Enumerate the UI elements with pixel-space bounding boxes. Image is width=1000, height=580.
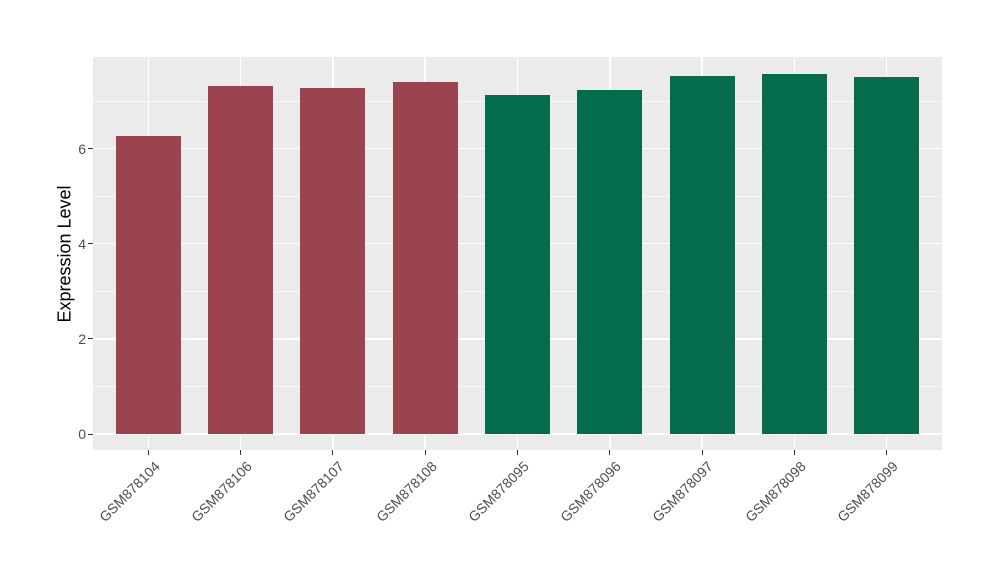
x-tick-label: GSM878095	[464, 458, 532, 525]
x-tick-mark	[793, 450, 795, 455]
x-tick-mark	[609, 450, 611, 455]
x-tick-label: GSM878104	[95, 458, 163, 525]
y-axis-title: Expression Level	[54, 185, 75, 323]
x-tick-mark	[517, 450, 518, 455]
x-tick-mark	[147, 450, 149, 455]
bar-GSM878098	[761, 74, 827, 434]
x-tick-mark	[240, 450, 242, 455]
bar-GSM878097	[669, 75, 735, 434]
y-tick-label: 0	[78, 426, 86, 442]
x-tick-mark	[886, 450, 888, 455]
y-tick-label: 6	[78, 140, 86, 157]
bar-GSM878099	[854, 76, 920, 434]
y-tick-mark	[88, 338, 93, 340]
x-tick-label: GSM878097	[649, 458, 717, 525]
bar-GSM878106	[208, 86, 274, 434]
x-tick-label: GSM878096	[557, 458, 625, 525]
x-tick-label: GSM878107	[280, 458, 348, 525]
bar-GSM878108	[392, 82, 458, 434]
bar-GSM878096	[577, 90, 643, 434]
y-tick-label: 2	[78, 330, 86, 347]
x-tick-label: GSM878106	[188, 458, 255, 525]
x-tick-label: GSM878108	[372, 458, 440, 525]
bar-GSM878095	[485, 94, 550, 434]
y-tick-mark	[88, 243, 93, 245]
bar-GSM878107	[300, 88, 366, 434]
plot-panel	[93, 57, 942, 450]
x-tick-mark	[332, 450, 334, 455]
x-tick-mark	[424, 450, 426, 455]
bar-GSM878104	[115, 135, 181, 434]
y-tick-mark	[88, 148, 93, 150]
y-tick-mark	[88, 433, 93, 435]
x-tick-label: GSM878098	[741, 458, 809, 525]
y-tick-label: 4	[78, 235, 86, 252]
x-tick-label: GSM878099	[834, 458, 902, 525]
x-tick-mark	[701, 450, 703, 455]
